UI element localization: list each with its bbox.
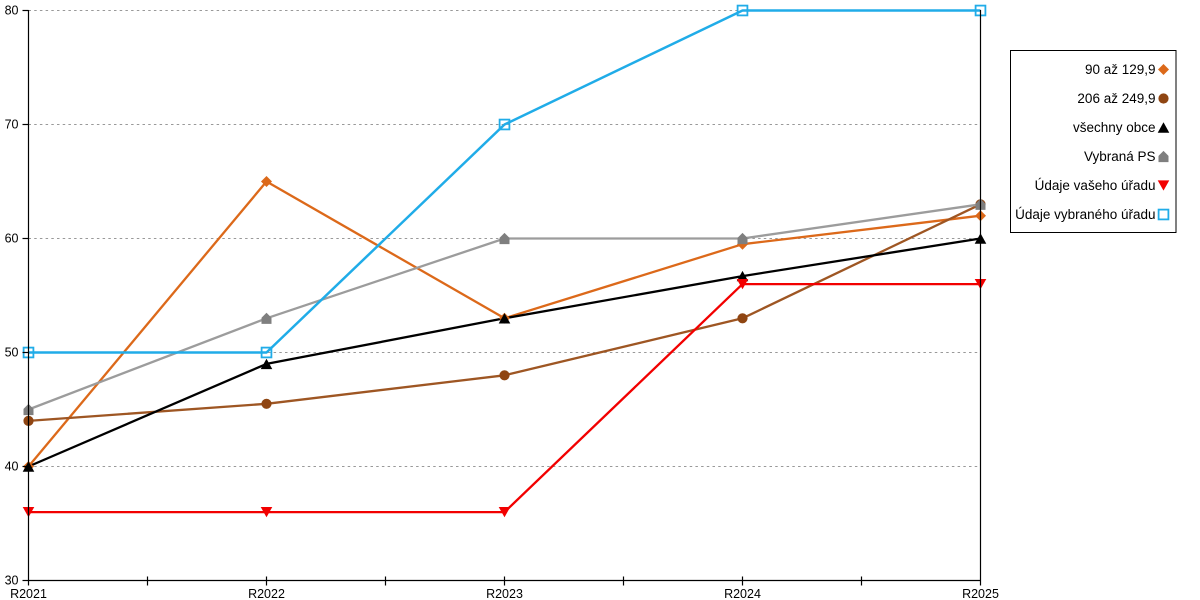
svg-text:206 až 249,9: 206 až 249,9 [1077,91,1155,106]
svg-text:R2024: R2024 [724,587,761,600]
svg-text:50: 50 [5,346,19,360]
svg-text:70: 70 [5,118,19,132]
svg-text:Vybraná PS: Vybraná PS [1084,149,1156,164]
svg-text:80: 80 [5,4,19,18]
svg-text:všechny obce: všechny obce [1073,120,1156,135]
svg-text:90 až 129,9: 90 až 129,9 [1085,62,1156,77]
svg-text:60: 60 [5,232,19,246]
svg-text:R2021: R2021 [10,587,47,600]
svg-text:R2022: R2022 [248,587,285,600]
svg-text:Údaje vašeho úřadu: Údaje vašeho úřadu [1035,178,1156,193]
svg-text:40: 40 [5,460,19,474]
svg-text:30: 30 [5,574,19,588]
svg-text:Údaje vybraného úřadu: Údaje vybraného úřadu [1015,207,1155,222]
svg-text:R2025: R2025 [962,587,999,600]
svg-text:R2023: R2023 [486,587,523,600]
